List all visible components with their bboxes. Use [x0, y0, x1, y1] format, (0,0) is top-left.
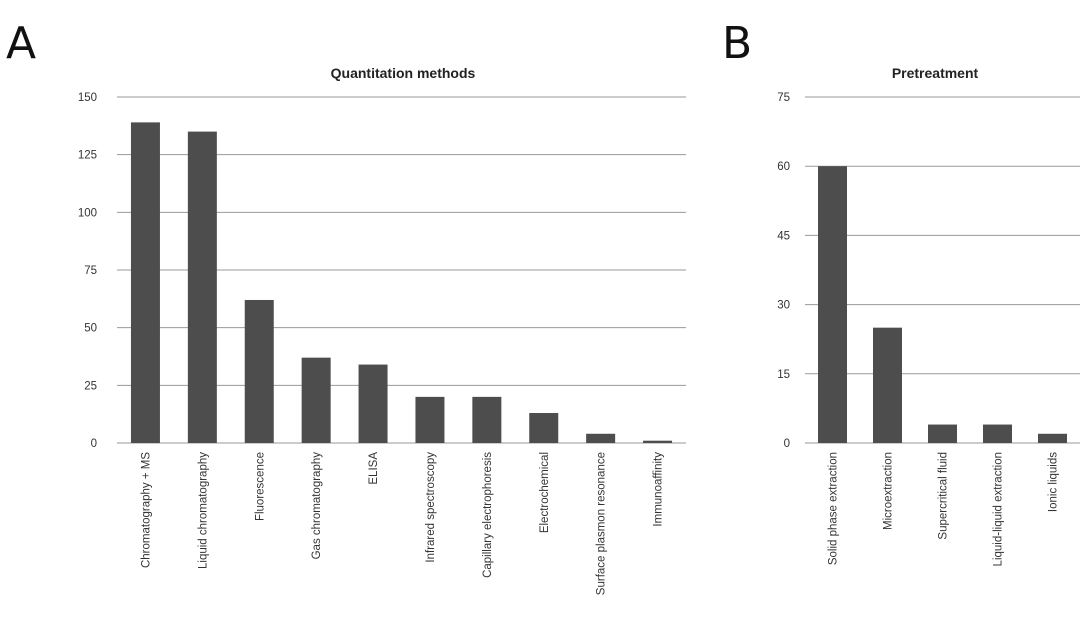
panel-b-bar	[818, 166, 847, 443]
panel-b-category-labels: Solid phase extraction Microextraction Sup…	[828, 452, 1060, 567]
panel-b-category-label: Liquid-liquid extraction	[993, 452, 1005, 566]
panel-b-bar	[873, 327, 902, 443]
panel-b-category-label: Solid phase extraction	[828, 452, 840, 565]
panel-a-title: Quantitation methods	[331, 65, 476, 81]
panel-a-bar	[472, 396, 502, 443]
panel-b-gridlines	[805, 96, 1080, 444]
panel-a-category-label: Capillary electrophoresis	[482, 452, 494, 578]
panel-a-category-label: Fluorescence	[254, 452, 266, 521]
panel-a-y-tick-label: 75	[84, 265, 97, 277]
panel-a-y-tick-label: 25	[84, 380, 97, 392]
panel-a-category-label: Liquid chromatography	[197, 452, 209, 569]
panel-a-category-labels: Chromatography + MS Liquid chromatography…	[140, 452, 664, 596]
panel-b-bar	[983, 424, 1012, 443]
panel-b-category-label: Ionic liquids	[1048, 452, 1060, 512]
panel-b-bar	[928, 424, 957, 443]
panel-a-bar	[358, 364, 388, 443]
panel-a-bar	[244, 299, 274, 443]
panel-b-y-tick-label: 0	[784, 438, 790, 450]
panel-b-bars	[818, 166, 1067, 443]
panel-b-y-tick-label: 75	[777, 92, 790, 104]
panel-b-y-tick-label: 30	[777, 300, 790, 312]
panel-a-category-label: Infrared spectroscopy	[425, 452, 437, 563]
panel-a-bar	[415, 396, 445, 443]
panel-a-bar	[643, 440, 673, 443]
panel-b-y-tick-label: 60	[777, 161, 790, 173]
panel-a-bars	[130, 122, 673, 443]
panel-a-bar	[529, 413, 559, 443]
panel-a-y-tick-label: 50	[84, 323, 97, 335]
panel-b-category-label: Microextraction	[883, 452, 895, 530]
panel-a-quantitation-chart: A Quantitation methods 0255075100125150 …	[6, 18, 686, 595]
panel-a-bar	[130, 122, 160, 443]
panel-b-y-tick-label: 15	[777, 369, 790, 381]
panel-a-category-label: Surface plasmon resonance	[596, 452, 608, 595]
panel-a-bar	[301, 357, 331, 443]
panel-a-y-tick-label: 150	[78, 92, 97, 104]
panel-a-category-label: Gas chromatography	[311, 452, 323, 560]
panel-b-title: Pretreatment	[892, 65, 979, 81]
panel-a-bar	[187, 131, 217, 443]
panel-a-category-label: Electrochemical	[539, 452, 551, 533]
panel-a-category-label: Immunoaffinity	[653, 452, 665, 527]
panel-a-y-tick-label: 0	[91, 438, 97, 450]
panel-a-y-tick-label: 100	[78, 207, 97, 219]
panel-a-bar	[586, 433, 616, 443]
panel-b-letter: B	[722, 18, 752, 69]
panel-a-y-tick-label: 125	[78, 150, 97, 162]
panel-a-category-label: ELISA	[368, 452, 380, 485]
panel-b-category-label: Supercritical fluid	[938, 452, 950, 540]
panel-a-category-label: Chromatography + MS	[140, 452, 152, 568]
panel-b-y-tick-label: 45	[777, 230, 790, 242]
panel-b-y-tick-labels: 0 15 30 45 60 75	[777, 92, 790, 450]
panel-a-y-tick-labels: 0 25 50 75 100 125 150	[78, 92, 97, 450]
panel-b-pretreatment-chart: B Pretreatment 0 15 30 45 60 75 Solid phase e…	[722, 18, 1080, 566]
panel-b-bar	[1038, 433, 1067, 443]
panel-a-letter: A	[6, 18, 36, 69]
